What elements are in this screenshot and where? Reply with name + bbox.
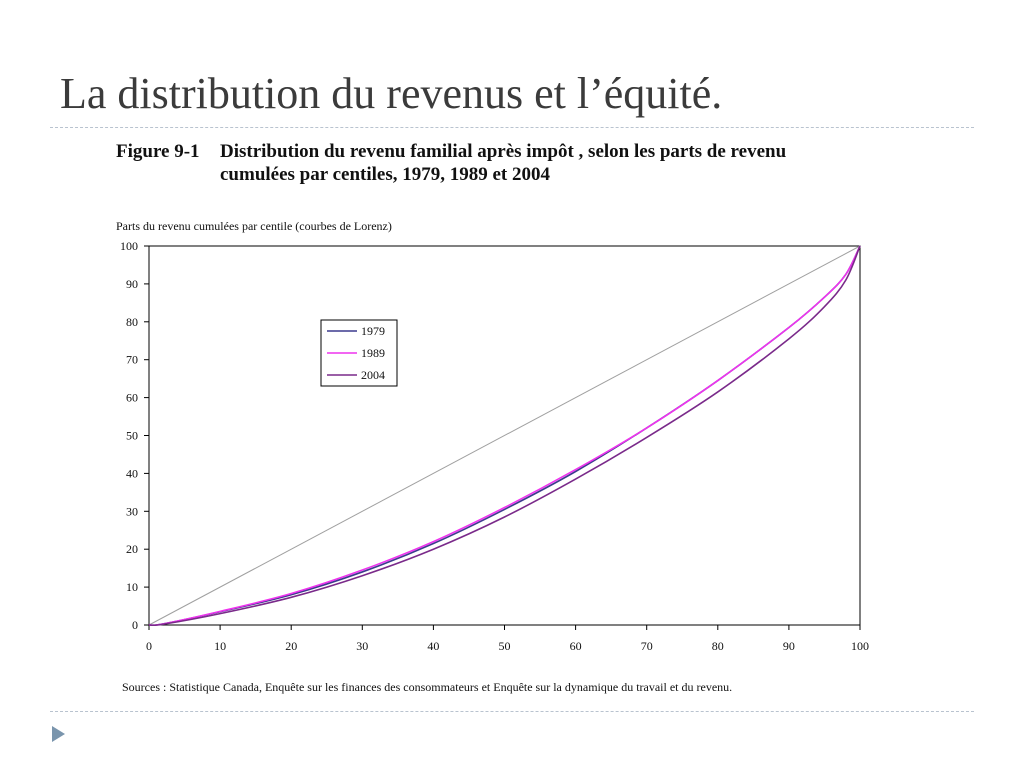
legend-label-2004: 2004	[361, 368, 385, 382]
legend-label-1989: 1989	[361, 346, 385, 360]
y-tick-label: 30	[126, 504, 138, 518]
series-line-1989	[148, 245, 861, 627]
y-tick-label: 90	[126, 277, 138, 291]
y-axis-label: Parts du revenu cumulées par centile (co…	[116, 219, 392, 233]
footer-divider	[50, 711, 974, 712]
x-tick-label: 90	[783, 639, 795, 653]
x-tick-label: 70	[641, 639, 653, 653]
equality-line	[148, 245, 861, 626]
y-tick-label: 20	[126, 542, 138, 556]
x-tick-label: 40	[427, 639, 439, 653]
triangle-bullet-icon	[52, 726, 65, 742]
slide-title: La distribution du revenus et l’équité.	[60, 69, 723, 118]
y-tick-label: 70	[126, 353, 138, 367]
figure-sources: Sources : Statistique Canada, Enquête su…	[122, 680, 733, 694]
title-divider	[50, 127, 974, 128]
y-tick-label: 0	[132, 618, 138, 632]
y-tick-label: 10	[126, 580, 138, 594]
x-tick-label: 20	[285, 639, 297, 653]
y-tick-label: 80	[126, 315, 138, 329]
figure-caption: Figure 9-1 Distribution du revenu familia…	[116, 140, 786, 186]
x-tick-label: 80	[712, 639, 724, 653]
legend-label-1979: 1979	[361, 324, 385, 338]
y-tick-label: 40	[126, 466, 138, 480]
x-tick-label: 50	[499, 639, 511, 653]
x-tick-label: 0	[146, 639, 152, 653]
y-tick-label: 100	[120, 239, 138, 253]
x-tick-label: 60	[570, 639, 582, 653]
x-tick-label: 100	[851, 639, 869, 653]
y-tick-label: 60	[126, 391, 138, 405]
series-line-2004	[148, 245, 861, 627]
figure-caption-line1: Distribution du revenu familial après im…	[220, 141, 787, 162]
figure-number: Figure 9-1	[116, 141, 200, 162]
x-tick-label: 30	[356, 639, 368, 653]
x-tick-label: 10	[214, 639, 226, 653]
figure-caption-line2: cumulées par centiles, 1979, 1989 et 200…	[220, 164, 550, 185]
y-tick-label: 50	[126, 429, 138, 443]
